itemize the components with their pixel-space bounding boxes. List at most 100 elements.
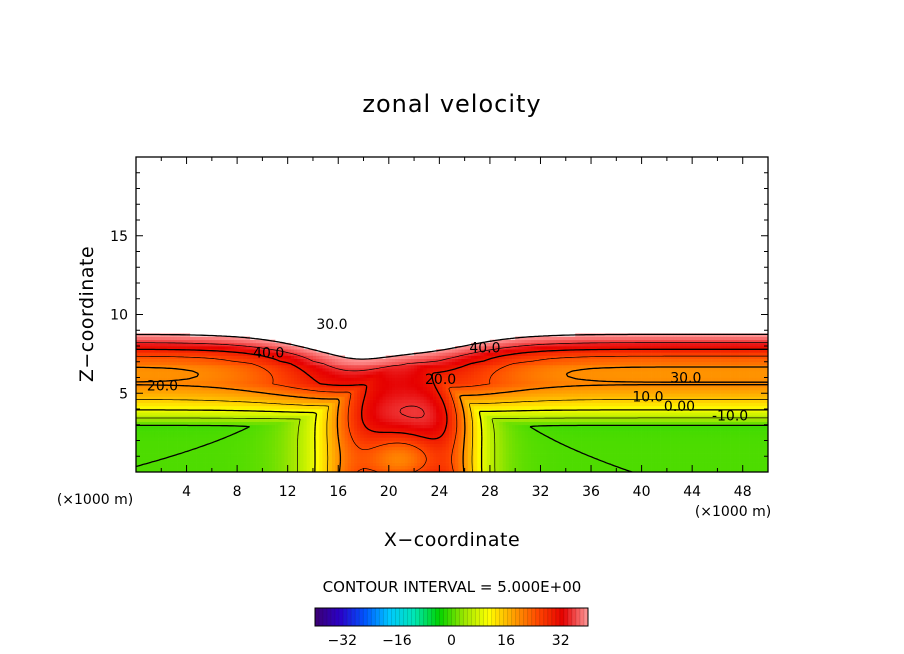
field-cell	[382, 421, 386, 426]
field-cell	[233, 402, 238, 407]
field-cell	[268, 424, 273, 429]
field-cell	[148, 380, 153, 385]
field-cell	[145, 453, 149, 457]
field-cell	[243, 465, 247, 470]
field-cell	[391, 446, 396, 451]
field-cell	[221, 465, 225, 470]
field-cell	[410, 459, 415, 463]
field-cell	[391, 364, 396, 369]
field-cell	[196, 465, 200, 470]
field-cell	[167, 396, 172, 400]
field-cell	[306, 437, 311, 441]
field-cell	[290, 446, 295, 451]
field-cell	[306, 427, 311, 432]
field-cell	[373, 431, 377, 435]
field-cell	[483, 396, 488, 400]
field-cell	[417, 386, 421, 391]
field-cell	[246, 421, 251, 426]
field-cell	[268, 339, 273, 344]
field-cell	[404, 402, 409, 407]
field-cell	[215, 437, 219, 441]
field-cell	[524, 390, 529, 394]
field-cell	[458, 393, 462, 397]
field-cell	[382, 390, 386, 394]
field-cell	[196, 437, 200, 441]
field-cell	[230, 468, 235, 472]
field-cell	[452, 462, 456, 467]
field-cell	[164, 418, 168, 422]
field-cell	[161, 339, 165, 344]
field-cell	[328, 399, 333, 404]
field-cell	[458, 386, 462, 391]
field-cell	[148, 456, 153, 460]
field-cell	[502, 371, 507, 375]
field-cell	[154, 355, 159, 359]
field-cell	[284, 390, 289, 394]
field-cell	[183, 380, 187, 385]
field-cell	[439, 421, 443, 426]
field-cell	[404, 364, 409, 369]
field-cell	[452, 449, 456, 454]
field-cell	[388, 390, 393, 394]
field-cell	[439, 453, 443, 457]
field-cell	[363, 368, 368, 372]
field-cell	[398, 380, 402, 385]
field-cell	[158, 352, 162, 356]
field-cell	[477, 405, 481, 410]
field-cell	[167, 361, 172, 366]
field-cell	[347, 453, 352, 457]
field-cell	[376, 371, 380, 375]
field-cell	[319, 427, 323, 432]
field-cell	[464, 346, 469, 350]
field-cell	[192, 434, 197, 438]
field-cell	[464, 355, 469, 359]
field-cell	[240, 349, 244, 353]
field-cell	[366, 427, 371, 432]
field-cell	[309, 431, 314, 435]
field-cell	[436, 449, 440, 454]
field-cell	[202, 437, 206, 441]
field-cell	[357, 440, 361, 444]
field-cell	[518, 383, 522, 388]
field-cell	[161, 386, 165, 391]
field-cell	[164, 349, 168, 353]
field-cell	[208, 431, 213, 435]
field-cell	[486, 355, 491, 359]
field-cell	[395, 405, 399, 410]
field-cell	[331, 449, 336, 454]
field-cell	[151, 412, 156, 416]
field-cell	[158, 342, 162, 347]
field-cell	[445, 446, 450, 451]
field-cell	[294, 402, 298, 407]
field-cell	[170, 364, 175, 369]
field-cell	[448, 355, 453, 359]
field-cell	[290, 349, 295, 353]
field-cell	[448, 377, 453, 381]
field-cell	[350, 434, 355, 438]
field-cell	[294, 390, 298, 394]
field-cell	[407, 399, 412, 404]
field-cell	[158, 339, 162, 344]
field-cell	[164, 424, 168, 429]
field-cell	[309, 405, 314, 410]
field-cell	[142, 405, 146, 410]
field-cell	[227, 431, 232, 435]
field-cell	[230, 346, 235, 350]
field-cell	[233, 453, 238, 457]
field-cell	[139, 437, 143, 441]
field-cell	[205, 377, 210, 381]
field-cell	[230, 465, 235, 470]
field-cell	[300, 371, 304, 375]
field-cell	[306, 446, 311, 451]
field-cell	[357, 453, 361, 457]
field-cell	[173, 409, 178, 413]
field-cell	[414, 355, 418, 359]
field-cell	[164, 380, 168, 385]
field-cell	[256, 453, 260, 457]
field-cell	[177, 358, 181, 363]
field-cell	[433, 459, 437, 463]
field-cell	[233, 371, 238, 375]
field-cell	[145, 468, 149, 472]
field-cell	[512, 424, 516, 429]
field-cell	[297, 380, 301, 385]
